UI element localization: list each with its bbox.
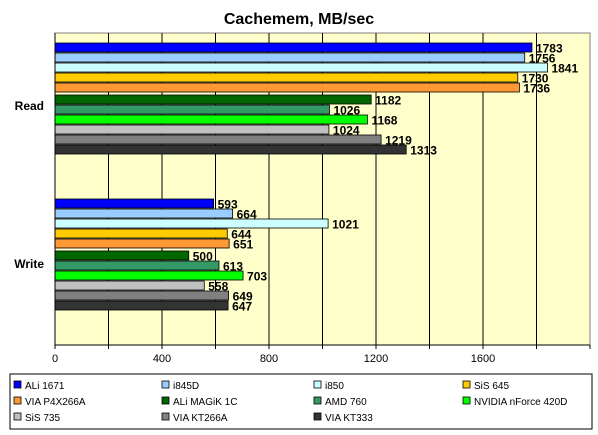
data-label: 644 [231,228,251,242]
chart-title: Cachemem, MB/sec [224,11,374,28]
data-label: 1168 [371,114,397,128]
category-label: Read [15,99,44,113]
legend-swatch [161,396,170,405]
data-label: 1736 [523,82,550,96]
bar [54,62,548,73]
legend-swatch [462,380,471,389]
legend-label: ALi 1671 [25,381,65,392]
x-tick-label: 0 [52,353,58,365]
bar [54,228,228,239]
data-label: 1021 [332,218,359,232]
bar [54,104,330,115]
bar [54,52,526,63]
data-label: 613 [223,260,243,274]
bar [54,218,329,229]
legend-box [9,373,593,430]
bar [54,238,230,249]
legend-label: i850 [325,381,344,392]
legend-label: VIA KT266A [173,413,228,424]
bar [54,94,372,105]
legend-label: ALi MAGiK 1C [173,397,237,408]
legend-swatch [313,412,322,421]
legend-swatch [313,396,322,405]
legend-label: NVIDIA nForce 420D [474,397,567,408]
data-label: 1783 [536,42,563,56]
x-tick-label: 1600 [471,353,495,365]
legend-swatch [313,380,322,389]
data-label: 1182 [375,94,401,108]
bar [54,124,330,135]
data-label: 1024 [333,124,360,138]
bar [54,72,519,83]
data-label: 1756 [529,52,556,66]
legend-swatch [13,412,22,421]
legend-swatch [161,380,170,389]
data-label: 651 [233,238,253,252]
legend-label: SiS 735 [25,413,60,424]
bar [54,82,520,93]
legend-label: SiS 645 [474,381,509,392]
x-axis-ticks: 0 400 800 1200 1600 [52,345,591,365]
legend: ALi 1671 i845D i850 SiS 645 VIA P4X266A ALi M… [13,380,567,424]
legend-swatch [13,380,22,389]
data-label: 1841 [551,62,578,76]
data-label: 1730 [522,72,549,86]
legend-label: VIA KT333 [325,413,373,424]
data-label: 664 [237,208,257,222]
data-label: 1219 [385,134,412,148]
data-label: 649 [233,290,253,304]
legend-swatch [161,412,170,421]
bar [54,290,230,301]
data-label: 1026 [333,104,360,118]
x-tick-label: 400 [153,353,171,365]
bar [54,300,229,311]
data-label: 1313 [410,144,437,158]
bars-group [54,42,548,311]
data-label: 593 [218,198,238,212]
bar [54,250,190,261]
legend-label: AMD 760 [325,397,367,408]
data-label: 703 [247,270,267,284]
bar [54,208,234,219]
x-tick-label: 1200 [364,353,388,365]
legend-label: i845D [173,381,199,392]
data-label: 558 [208,280,228,294]
category-label: Write [14,257,44,271]
bar [54,144,407,155]
legend-swatch [13,396,22,405]
bar [54,114,368,125]
legend-swatch [462,396,471,405]
bar [54,198,215,209]
legend-label: VIA P4X266A [25,397,86,408]
data-label: 647 [232,300,252,314]
bar [54,42,533,53]
category-labels: Read Write [14,99,44,271]
x-tick-label: 800 [260,353,278,365]
data-label: 500 [193,250,213,264]
bar [54,280,205,291]
